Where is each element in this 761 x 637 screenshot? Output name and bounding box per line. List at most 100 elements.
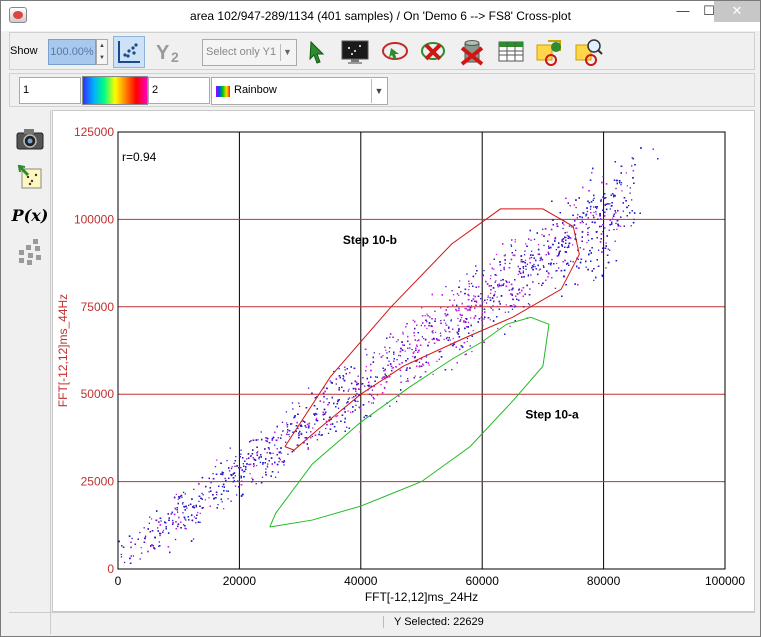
table-icon[interactable]: [495, 36, 527, 68]
monitor-icon[interactable]: [339, 36, 371, 68]
scatter-point: [293, 417, 295, 419]
scatter-point: [578, 267, 580, 269]
scatter-point: [328, 402, 330, 404]
scatter-point: [596, 207, 598, 210]
close-button[interactable]: ✕: [714, 1, 760, 22]
scatter-point: [319, 400, 321, 402]
scatter-point: [354, 380, 356, 382]
scatter-point: [432, 332, 434, 334]
scatter-point: [217, 503, 219, 506]
scatter-point: [316, 408, 318, 410]
scatter-point: [231, 474, 233, 477]
minimize-button[interactable]: —: [676, 3, 690, 18]
scatter-point: [593, 211, 595, 214]
scatter-point: [574, 220, 576, 222]
scatter-point: [472, 329, 474, 332]
scatter-point: [407, 340, 409, 342]
scatter-point: [282, 461, 285, 463]
scatter-point: [456, 310, 458, 312]
scatter-point: [422, 363, 424, 365]
scatter-point: [452, 328, 454, 330]
scatter-icon[interactable]: [113, 36, 145, 68]
cross-plot-area[interactable]: 0 20000 40000 60000 80000 100000 0 25000 50000 75…: [52, 110, 755, 612]
scatter-point: [544, 228, 547, 230]
scatter-point: [493, 258, 495, 260]
scatter-point: [475, 273, 477, 275]
scatter-point: [315, 419, 318, 421]
zoom-stepper[interactable]: ▲ ▼: [96, 39, 108, 65]
scatter-point: [499, 261, 501, 263]
scatter-point: [570, 260, 572, 262]
scatter-point: [235, 494, 238, 496]
scatter-point: [388, 351, 390, 353]
maximize-button[interactable]: ☐: [703, 3, 715, 18]
scatter-point: [613, 194, 615, 196]
scatter-point: [581, 240, 583, 242]
scatter-point: [413, 377, 415, 379]
colorbar-max-input[interactable]: 2: [148, 77, 210, 104]
scatter-point: [374, 380, 376, 382]
scatter-point: [240, 449, 242, 451]
scatter-point: [492, 304, 494, 307]
px-function-icon[interactable]: P(x): [12, 198, 49, 232]
scatter-point: [553, 263, 555, 265]
scatter-point: [498, 308, 500, 311]
scatter-point: [580, 258, 583, 261]
cross-plot-chart[interactable]: 0 20000 40000 60000 80000 1000000250005000075…: [53, 111, 756, 613]
scatter-point: [182, 491, 185, 494]
export-points-icon[interactable]: [12, 160, 48, 194]
scatter-point: [290, 423, 293, 425]
trash-icon[interactable]: [456, 36, 488, 68]
scatter-point: [615, 222, 617, 225]
scatter-point: [180, 527, 182, 529]
scatter-point: [440, 350, 442, 352]
scatter-point: [281, 461, 283, 463]
colorbar-min-input[interactable]: 1: [19, 77, 81, 104]
delete-selection-icon[interactable]: [417, 36, 449, 68]
settings-region-icon[interactable]: [534, 36, 566, 68]
scatter-point: [355, 404, 357, 406]
scatter-point: [213, 498, 215, 500]
scatter-point: [395, 366, 397, 368]
scatter-point: [414, 356, 416, 358]
scatter-point: [599, 225, 601, 228]
app-icon[interactable]: [9, 7, 27, 23]
pointer-icon[interactable]: [301, 36, 333, 68]
scatter-point: [597, 265, 600, 267]
scatter-point: [429, 316, 431, 318]
camera-icon[interactable]: [12, 122, 48, 156]
scatter-point: [308, 422, 311, 425]
scatter-point: [524, 262, 526, 264]
scatter-point: [359, 407, 362, 410]
scatter-point: [343, 390, 345, 392]
scatter-point: [284, 441, 287, 443]
scatter-point: [519, 292, 521, 294]
scatter-point: [480, 293, 482, 295]
grid-dots-icon[interactable]: [12, 234, 48, 268]
zoom-region-icon[interactable]: [573, 36, 605, 68]
select-only-y1-dropdown[interactable]: Select only Y1 ▼: [202, 39, 297, 66]
scatter-point: [198, 500, 200, 503]
colormap-label: Rainbow: [234, 84, 277, 96]
scatter-point: [382, 367, 384, 369]
scatter-point: [421, 315, 424, 317]
scatter-point: [556, 255, 559, 257]
colormap-dropdown[interactable]: Rainbow ▼: [211, 77, 388, 105]
scatter-point: [154, 548, 156, 550]
lasso-icon[interactable]: [379, 36, 411, 68]
scatter-point: [220, 498, 223, 501]
scatter-point: [581, 220, 583, 222]
scatter-point: [481, 311, 483, 314]
scatter-point: [512, 287, 514, 289]
scatter-point: [276, 425, 278, 428]
scatter-point: [280, 447, 282, 449]
scatter-point: [594, 221, 596, 224]
scatter-point: [215, 497, 217, 499]
zoom-input[interactable]: 100.00%: [48, 39, 96, 65]
scatter-point: [223, 490, 225, 492]
scatter-point: [629, 212, 631, 214]
scatter-point: [601, 274, 603, 276]
scatter-point: [365, 365, 368, 368]
